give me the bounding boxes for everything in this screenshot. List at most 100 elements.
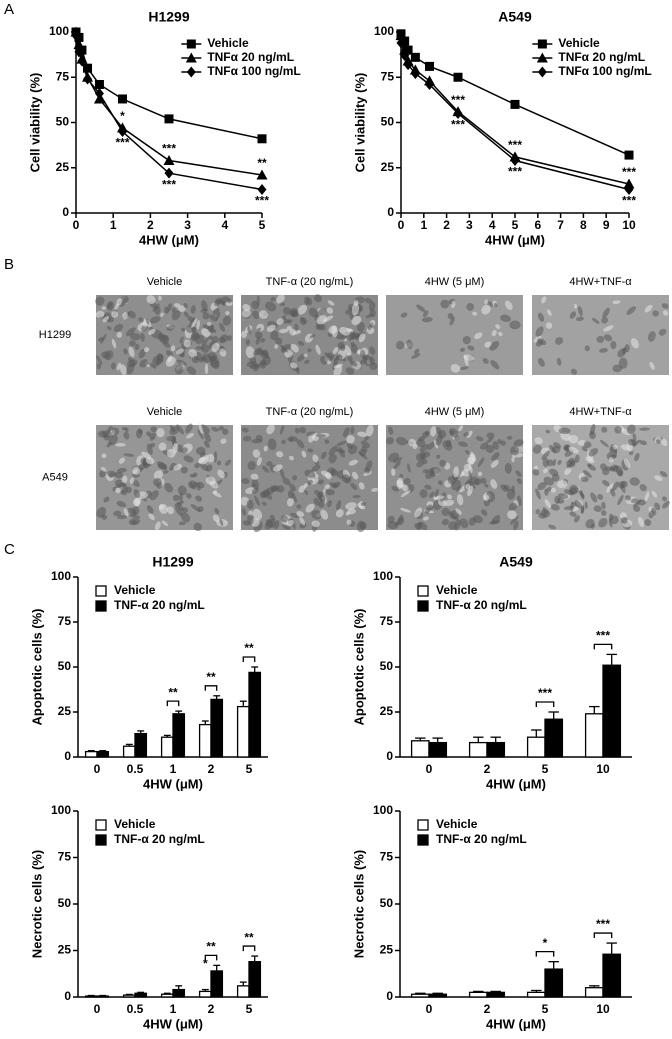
cell [477, 457, 485, 468]
cell [115, 487, 121, 494]
cell [550, 504, 560, 511]
cell [588, 448, 599, 457]
cell [399, 508, 412, 513]
x-tick-label: 0.5 [127, 1002, 144, 1016]
cell [435, 434, 443, 446]
cell [414, 507, 423, 518]
cell [103, 433, 111, 441]
x-tick-label: 0 [73, 218, 80, 232]
cell [262, 465, 269, 473]
bar [526, 991, 546, 998]
cell [475, 436, 484, 442]
cell [183, 339, 191, 348]
cell [188, 349, 198, 358]
cell [259, 359, 267, 366]
cell [599, 348, 609, 353]
marker [623, 178, 635, 189]
cell [396, 477, 403, 490]
cell [303, 353, 308, 358]
cell [186, 366, 197, 375]
cell [437, 480, 443, 486]
cell [474, 332, 483, 340]
cell [156, 427, 165, 438]
bar [248, 961, 262, 998]
y-axis-label: Necrotic cells (%) [29, 850, 44, 958]
legend-label: Vehicle [114, 817, 156, 831]
cell [456, 494, 464, 506]
cell [312, 454, 319, 463]
cell [599, 439, 609, 448]
cell [395, 340, 405, 350]
cell [618, 481, 626, 489]
bar [122, 745, 136, 758]
cell [185, 423, 193, 434]
cell [442, 440, 453, 451]
bar [468, 741, 488, 758]
cell [264, 522, 272, 530]
bracket [166, 700, 180, 707]
cell [123, 431, 130, 440]
cell [472, 311, 478, 316]
x-tick-label: 5 [542, 762, 549, 776]
annotation: ** [257, 156, 267, 170]
y-axis-label: Cell viability (%) [27, 73, 42, 173]
cell [441, 507, 450, 516]
cell [318, 308, 327, 315]
cell [280, 515, 288, 523]
cell [315, 434, 327, 438]
cell [115, 443, 126, 447]
cell [364, 298, 373, 304]
cell [564, 446, 570, 452]
cell [430, 426, 437, 437]
x-tick-label: 5 [512, 218, 519, 232]
cell [568, 434, 579, 444]
cell [219, 518, 224, 527]
y-tick-label: 0 [64, 989, 71, 1003]
marker [403, 59, 413, 71]
cell [328, 445, 338, 456]
y-tick-label: 25 [56, 160, 70, 174]
cell [122, 312, 128, 320]
cell [580, 476, 589, 483]
cell [573, 515, 581, 523]
cell [416, 460, 424, 468]
x-tick-label: 4 [221, 218, 228, 232]
cell [662, 310, 669, 316]
cell [185, 493, 192, 499]
cell [329, 482, 338, 488]
cell [314, 473, 319, 479]
x-tick-label: 1 [170, 762, 177, 776]
marker [400, 50, 410, 62]
cell [346, 435, 355, 444]
cell [204, 363, 209, 375]
cell [345, 502, 357, 510]
cell [195, 334, 205, 345]
cell [498, 331, 503, 337]
y-tick-label: 100 [51, 569, 71, 583]
x-tick-label: 10 [622, 218, 636, 232]
cell [110, 362, 116, 370]
cell [147, 361, 156, 369]
x-tick-label: 0 [94, 1002, 101, 1016]
cell [307, 448, 314, 453]
cell [552, 458, 557, 467]
cell [320, 470, 331, 478]
cell [366, 424, 374, 437]
y-tick-label: 75 [56, 69, 70, 83]
cell [509, 320, 521, 330]
x-tick-label: 8 [580, 218, 587, 232]
cell [280, 344, 288, 353]
cell [95, 296, 105, 306]
annotation: *** [255, 194, 269, 208]
x-tick-label: 2 [208, 762, 215, 776]
cell [138, 317, 144, 322]
marker [510, 155, 520, 167]
legend-label: TNF-α 20 ng/mL [114, 598, 205, 612]
cell [96, 362, 102, 370]
chart-title: H1299 [152, 554, 193, 570]
cell [637, 516, 645, 528]
cell [513, 520, 519, 531]
cell [305, 503, 315, 513]
cell [266, 424, 275, 435]
y-tick-label: 25 [380, 943, 394, 957]
